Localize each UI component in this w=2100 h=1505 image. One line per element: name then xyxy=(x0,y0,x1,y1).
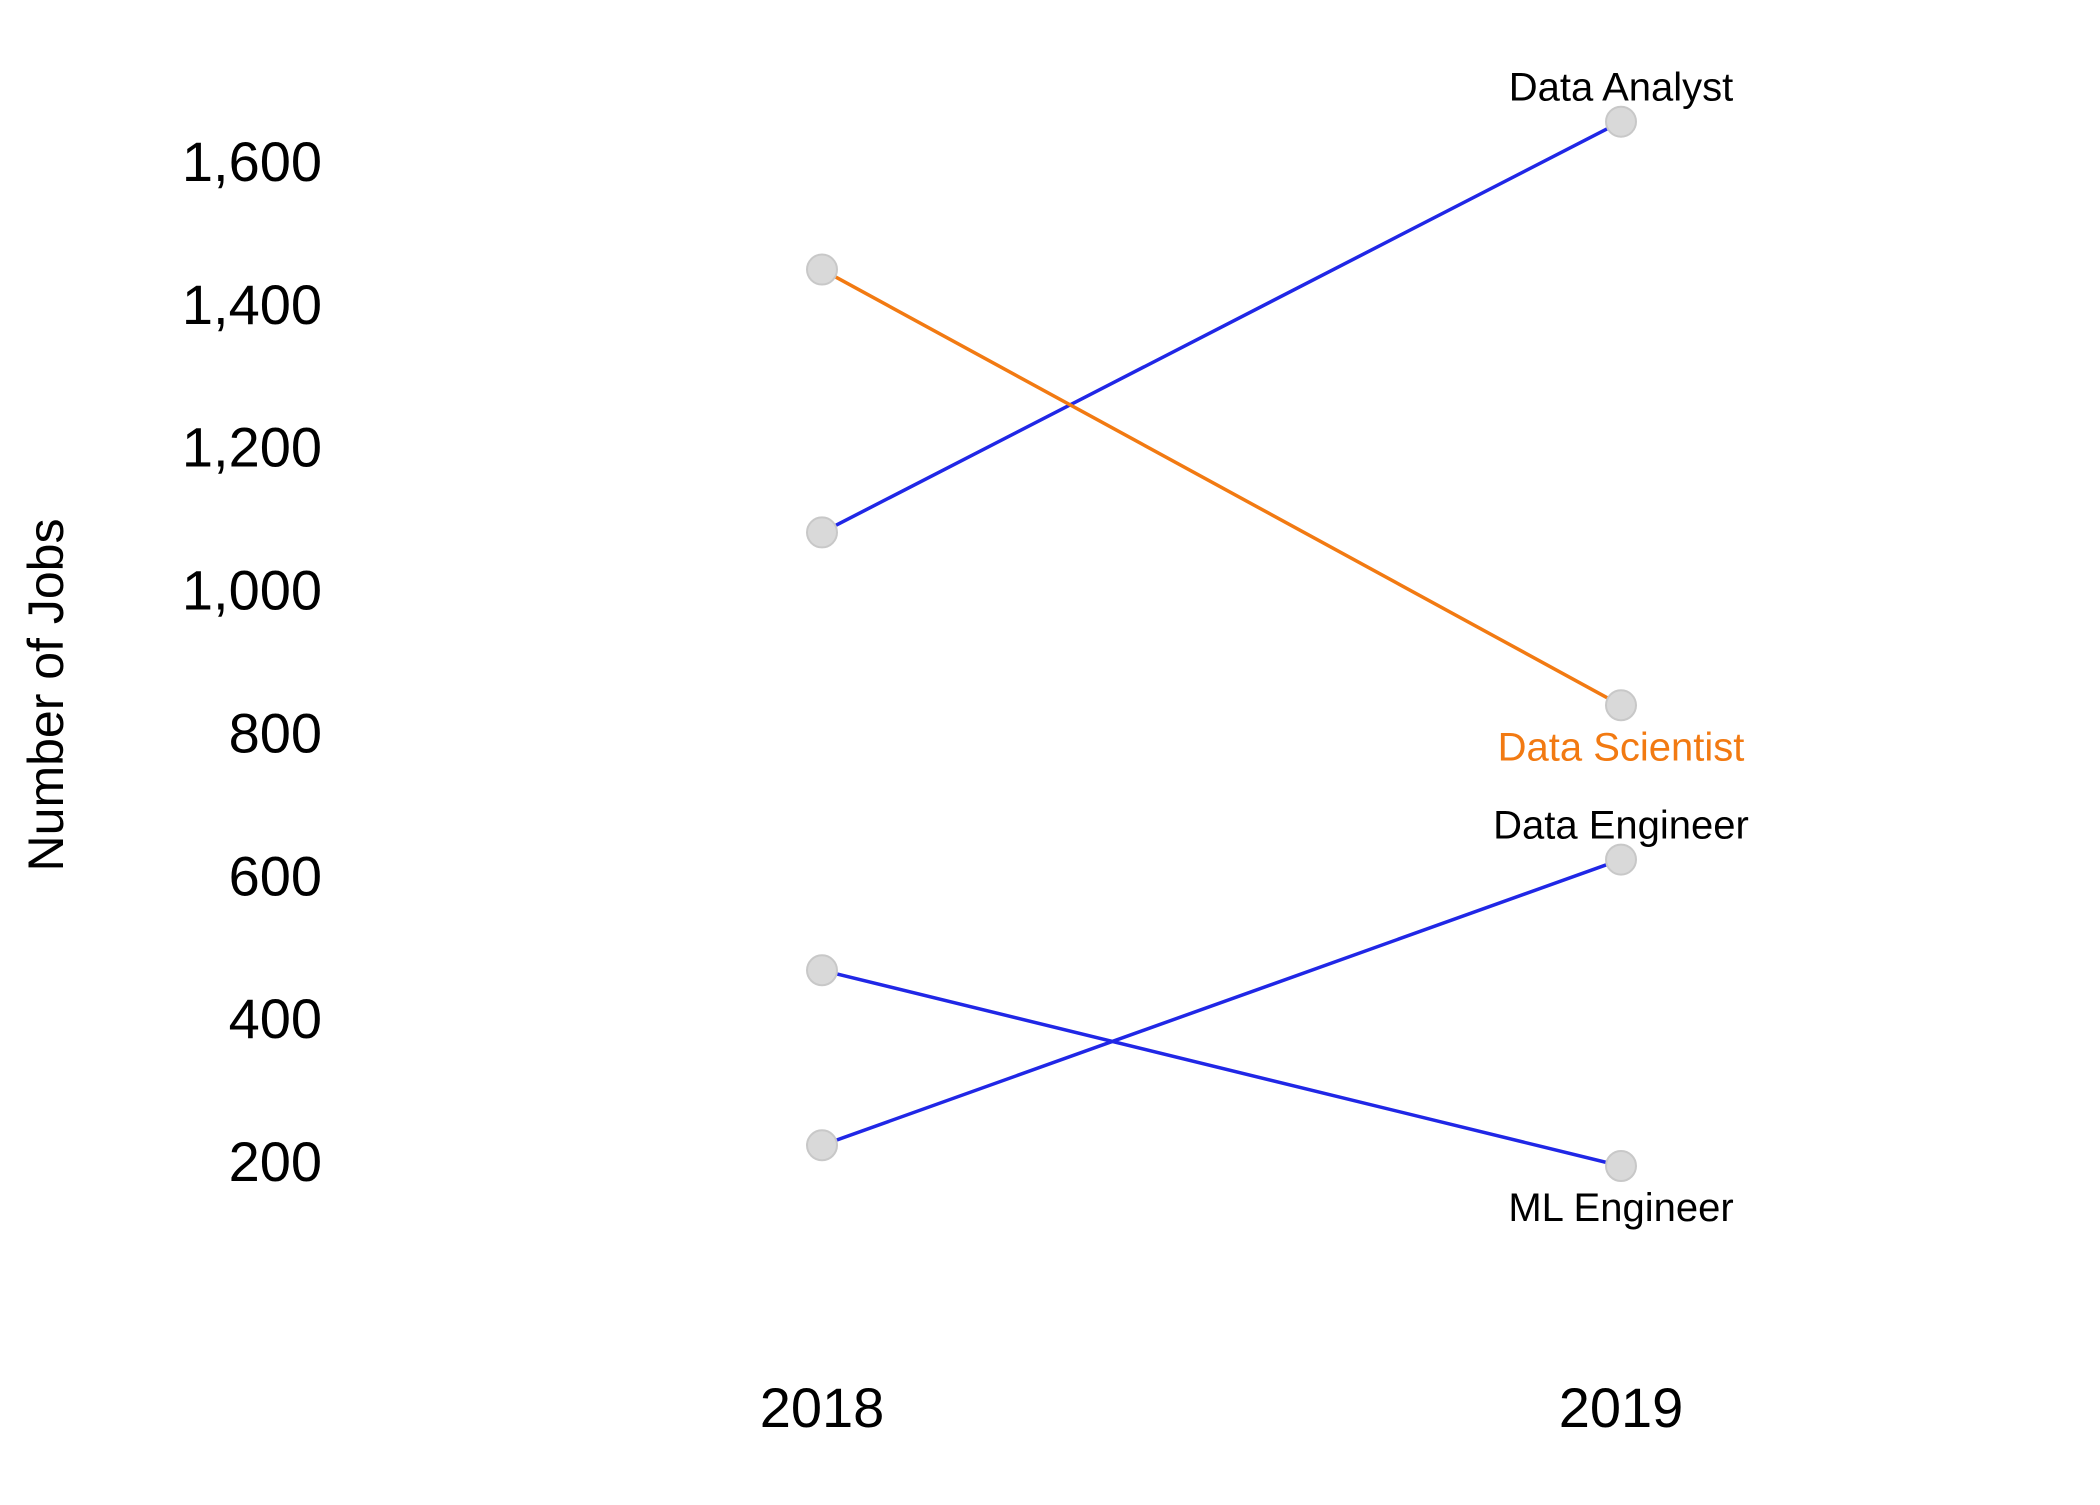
series-label-ml-engineer: ML Engineer xyxy=(1508,1186,1733,1230)
data-point-data-analyst-2019 xyxy=(1605,105,1637,138)
series-labels: Data Analyst Data Scientist Data Engineer M… xyxy=(1493,66,1749,1230)
data-point-data-scientist-2019 xyxy=(1605,689,1637,722)
data-point-data-engineer-2019 xyxy=(1605,843,1637,876)
y-tick-label: 800 xyxy=(229,701,322,764)
x-tick-label: 2019 xyxy=(1559,1376,1684,1439)
series-label-data-scientist: Data Scientist xyxy=(1498,725,1745,769)
y-axis-ticks: 200 400 600 800 1,000 1,200 1,400 1,600 xyxy=(182,130,322,1193)
series-line-data-engineer xyxy=(820,857,1623,1148)
y-tick-label: 200 xyxy=(229,1130,322,1193)
data-point-data-engineer-2018 xyxy=(806,1129,838,1162)
series-markers xyxy=(806,105,1637,1183)
data-point-ml-engineer-2018 xyxy=(806,954,838,987)
data-point-data-scientist-2018 xyxy=(806,253,838,286)
y-tick-label: 600 xyxy=(229,844,322,907)
y-tick-label: 1,400 xyxy=(182,273,322,336)
series-label-data-analyst: Data Analyst xyxy=(1509,66,1734,110)
y-tick-label: 1,000 xyxy=(182,559,322,622)
series-line-data-scientist xyxy=(820,267,1623,708)
series-lines xyxy=(820,119,1623,1168)
x-tick-label: 2018 xyxy=(760,1376,885,1439)
series-label-data-engineer: Data Engineer xyxy=(1493,804,1749,848)
series-line-data-analyst xyxy=(820,119,1623,535)
y-tick-label: 1,600 xyxy=(182,130,322,193)
data-point-ml-engineer-2019 xyxy=(1605,1150,1637,1183)
data-point-data-analyst-2018 xyxy=(806,516,838,549)
y-tick-label: 400 xyxy=(229,987,322,1050)
series-line-ml-engineer xyxy=(820,968,1623,1168)
x-axis-ticks: 2018 2019 xyxy=(760,1376,1684,1439)
y-axis-label: Number of Jobs xyxy=(18,519,74,872)
y-tick-label: 1,200 xyxy=(182,416,322,479)
